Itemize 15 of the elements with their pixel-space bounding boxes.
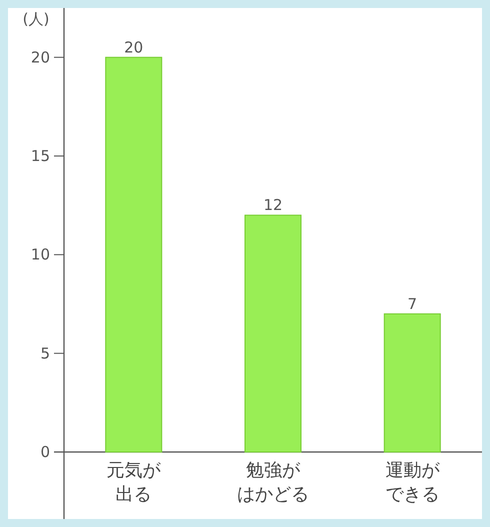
data-label: 20 [124, 38, 144, 56]
y-tick-label: 20 [30, 48, 50, 66]
y-axis-title: (人) [22, 10, 50, 28]
y-tick-label: 10 [30, 246, 50, 264]
y-tick-label: 5 [40, 344, 50, 362]
x-tick-label: 運動ができる [385, 460, 440, 505]
bar [244, 214, 302, 452]
y-tick-label: 0 [40, 443, 50, 461]
x-tick-label: 元気が出る [106, 460, 162, 505]
data-label: 12 [263, 196, 283, 214]
bar [384, 313, 441, 452]
bar [105, 56, 162, 452]
x-tick-label: 勉強がはかどる [237, 460, 309, 505]
data-label: 7 [408, 294, 418, 313]
y-tick-label: 15 [30, 147, 50, 165]
